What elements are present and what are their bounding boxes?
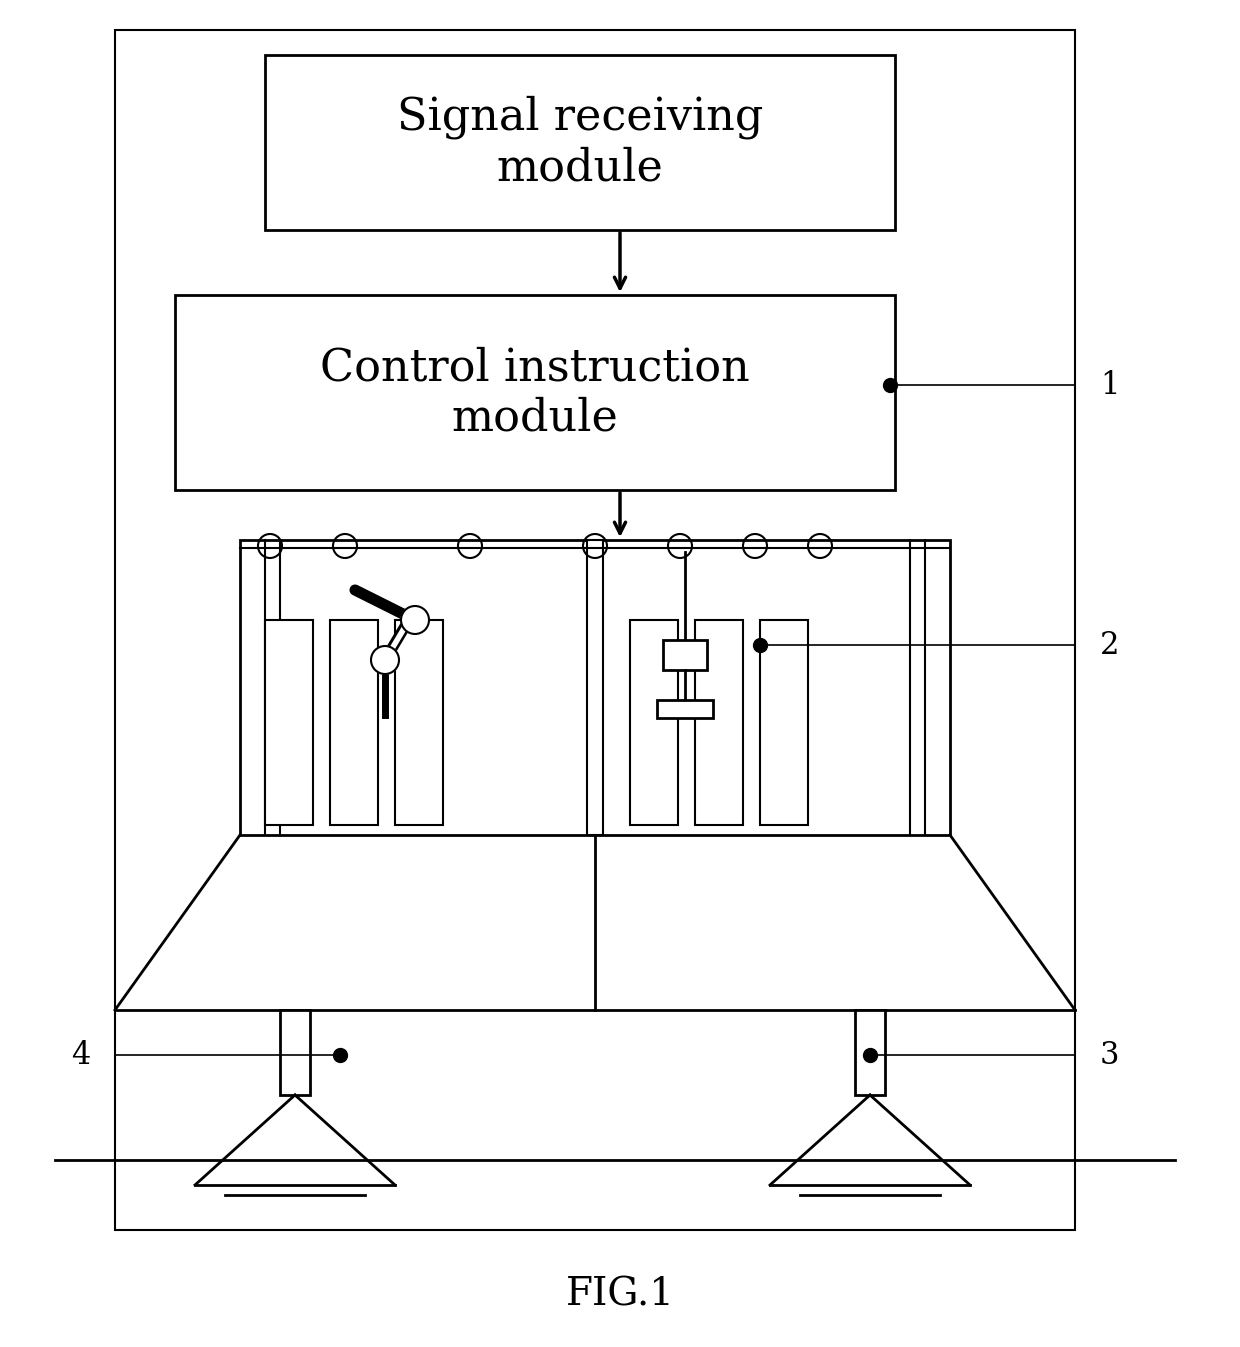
Bar: [587, 540, 603, 835]
Bar: [115, 30, 1075, 1230]
Bar: [657, 700, 713, 718]
Text: 3: 3: [1100, 1040, 1120, 1071]
Bar: [396, 620, 443, 824]
Text: 1: 1: [1100, 369, 1120, 400]
Text: Control instruction
module: Control instruction module: [320, 346, 750, 439]
Bar: [175, 295, 895, 490]
Text: FIG.1: FIG.1: [565, 1277, 675, 1313]
Bar: [330, 620, 378, 824]
Bar: [694, 620, 743, 824]
Circle shape: [371, 647, 399, 674]
Bar: [856, 1010, 885, 1095]
Bar: [760, 620, 808, 824]
Bar: [663, 640, 707, 669]
Text: 4: 4: [71, 1040, 91, 1071]
Bar: [241, 540, 950, 835]
Text: 2: 2: [1100, 629, 1120, 660]
Bar: [265, 55, 895, 230]
Circle shape: [401, 606, 429, 634]
Bar: [280, 1010, 310, 1095]
Bar: [630, 620, 678, 824]
Bar: [265, 620, 312, 824]
Text: Signal receiving
module: Signal receiving module: [397, 96, 763, 190]
